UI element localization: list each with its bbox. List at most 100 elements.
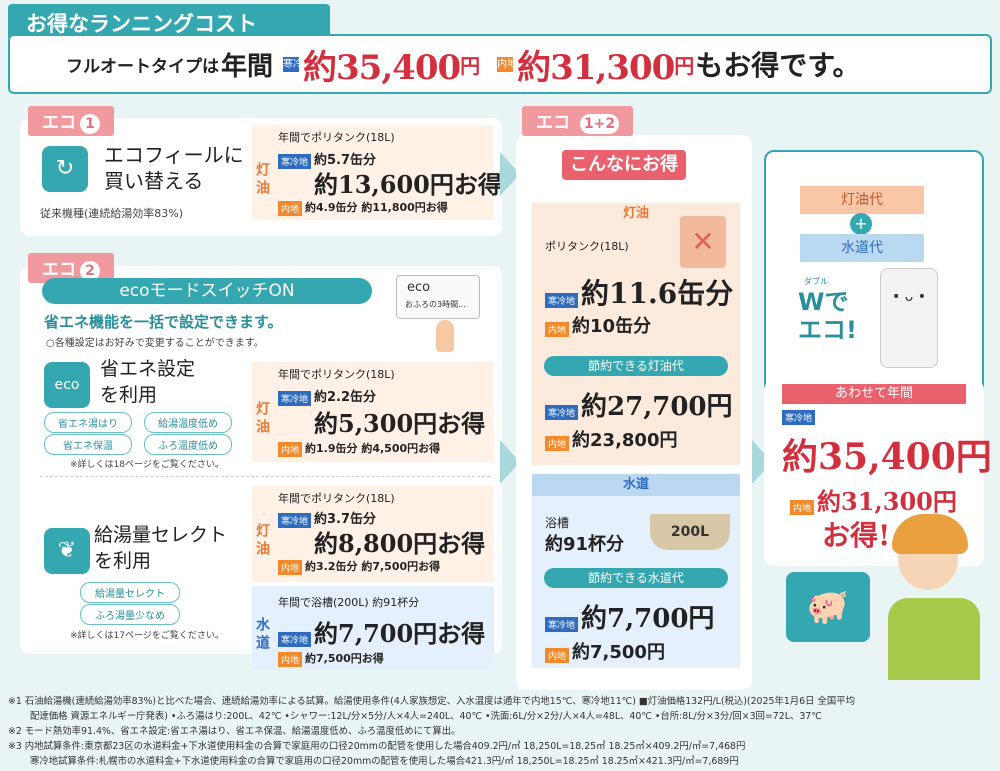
kerosene-head: 灯油 [622,206,649,221]
inland-tag: 内地 [790,499,815,515]
banner-tail: もお得です。 [695,49,861,82]
inland-tag: 内地 [278,441,303,457]
eco1-stat-box: 灯油 年間でポリタンク(18L) 寒冷地 約5.7缶分 約13,600円お得 内地… [252,125,502,220]
page-title: お得なランニングコスト [8,4,330,38]
eco1-note: 従来機種(連続給湯効率83%) [40,207,184,220]
cans-value: 約3.7缶分 [314,512,377,527]
yen-unit: 円 [674,53,694,78]
pill-low-temp: 給湯温度低め [144,412,232,433]
footnote-line: ※3 内地試算条件:東京都23区の水道料金+下水道使用料金の合算で家庭用の口径2… [8,741,746,752]
stat-line: 年間でポリタンク(18L) [278,131,395,144]
pill-bath-volume-low: ふろ湯量少なめ [80,604,180,625]
stat-line: 年間で浴槽(200L) 約91杯分 [278,596,420,609]
cold-tag: 寒冷地 [278,512,312,528]
savings-value: 約7,500円 [572,642,665,663]
total-head: あわせて年間 [782,384,966,404]
cold-total-value: 約35,400 [303,47,461,88]
pill-hot-water-select: 給湯量セレクト [80,582,180,603]
arrow-right-icon [500,440,520,484]
pill-bath-low-temp: ふろ温度低め [144,434,232,455]
cans-value: 約2.2缶分 [314,390,377,405]
inland-total-value: 約31,300 [517,47,675,88]
eco2-item1-label: 省エネ設定 を利用 [100,358,196,406]
footnotes: ※1 石油給湯機(連続給湯効率83%)と比べた場合、連続給湯効率による試算。給湯… [8,694,992,769]
eco-mode-switch-banner: ecoモードスイッチON [42,278,372,304]
savings-value: 約23,800円 [572,430,678,451]
pill-eco-fill: 省エネ湯はり [44,412,132,433]
bathtub-icon: 200L [650,514,730,550]
kerosene-cost-label: 灯油代 [800,186,924,214]
savings-value: 約8,800円お得 [314,529,486,558]
water-head: 水道 [532,474,740,496]
eco2-sub: ○各種設定はお好みで変更することができます。 [46,338,264,349]
save-water-head: 節約できる水道代 [544,568,728,588]
savings-value: 約13,600円お得 [314,170,502,199]
savings-value: 約7,700円 [581,604,715,634]
pill-eco-keep-warm: 省エネ保温 [44,434,132,455]
eco-card-text: eco [407,280,431,295]
banner-year: 年間 [221,51,274,82]
w-eco-text: Wで エコ! [798,288,857,344]
footnote-line: 配達価格 資源エネルギー庁発表) •ふろ湯はり:200L、42℃ •シャワー:1… [30,711,822,722]
inland-region-tag: 内地 [497,56,518,72]
hair [892,514,968,554]
savings-value: 約27,700円 [581,392,733,422]
inland-tag: 内地 [545,435,570,451]
replace-unit-icon: ↻ [42,146,88,192]
eco-button-illustration: eco おふろの3時間... [396,275,480,319]
inland-tag: 内地 [278,651,303,667]
inland-line: 約4.9缶分 約11,800円お得 [305,201,448,214]
eco1-label: エコフィールに 買い替える [104,143,244,193]
inland-tag: 内地 [545,321,570,337]
savings-value: 約5,300円お得 [314,409,486,438]
kerosene-tank-crossed-icon: ✕ [680,216,726,268]
bath-label: 浴槽 [545,516,570,530]
eco2-item2-water-box: 水道 年間で浴槽(200L) 約91杯分 寒冷地 約7,700円お得 内地 約7,5… [252,586,494,670]
water-heater-mascot-icon: • ᴗ • [880,268,938,368]
kerosene-side-label: 灯油 [254,523,270,559]
eco-card-sub: おふろの3時間... [405,300,466,309]
save-kerosene-head: 節約できる灯油代 [544,356,728,376]
cold-tag: 寒冷地 [545,292,579,308]
bath-count: 約91杯分 [545,534,625,555]
yen-unit: 円 [460,53,480,78]
divider [40,476,490,477]
inland-tag: 内地 [545,647,570,663]
savings-value: 約7,700円お得 [314,619,486,648]
inland-line: 約7,500円お得 [305,652,384,665]
inland-tag: 内地 [278,559,303,575]
eco2-tag: エコ 2 [28,253,114,283]
combined-banner: こんなにお得 [562,150,686,180]
footnote-line: ※2 モード熱効率91.4%、省エネ設定:省エネ湯はり、省エネ保温、給湯温度低め… [8,726,461,737]
arrow-right-icon [500,152,520,196]
cold-tag: 寒冷地 [278,631,312,647]
eco2-item2-ref: ※詳しくは17ページをご覧ください。 [70,631,224,641]
cold-tag: 寒冷地 [545,616,579,632]
water-cost-label: 水道代 [800,234,924,262]
headline-banner: フルオートタイプは 年間 寒冷地 約35,400 円 内地 約31,300 円 もお… [8,34,992,94]
stat-line: 年間でポリタンク(18L) [278,492,395,505]
cans-value: 約11.6缶分 [581,277,734,310]
otoku-text: お得! [822,519,891,552]
kerosene-side-label: 灯油 [254,401,270,437]
eco-leaf-icon: eco [44,362,90,408]
eco2-item2-label: 給湯量セレクト を利用 [94,524,228,572]
cold-tag: 寒冷地 [278,153,312,169]
stat-line: 年間でポリタンク(18L) [278,368,395,381]
inland-line: 約1.9缶分 約4,500円お得 [305,442,441,455]
footnote-line: ※1 石油給湯機(連続給湯効率83%)と比べた場合、連続給湯効率による試算。給湯… [8,696,855,707]
pointing-hand-icon [436,320,454,352]
plus-icon: + [850,213,872,235]
tank-label: ポリタンク(18L) [545,240,629,253]
cold-region-tag: 寒冷地 [283,56,314,72]
cold-tag: 寒冷地 [278,390,312,406]
combined-tag: エコ 1+2 [522,106,634,136]
cans-value: 約5.7缶分 [314,153,377,168]
cold-tag: 寒冷地 [782,410,816,425]
water-side-label: 水道 [254,617,270,653]
inland-tag: 内地 [278,200,303,216]
w-ruby: ダブル [804,277,828,286]
eco1-tag: エコ 1 [28,106,114,136]
inland-total: 約31,300円 [817,487,957,516]
eco2-item1-ref: ※詳しくは18ページをご覧ください。 [70,460,224,470]
